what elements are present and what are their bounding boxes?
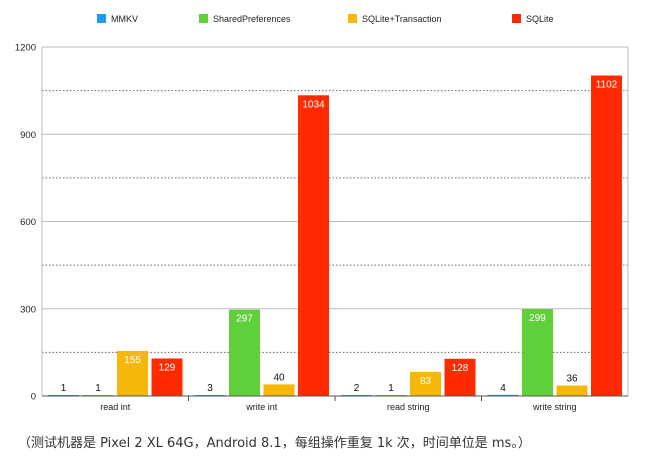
x-tick-label: write string [532, 402, 577, 412]
bar-sharedpreferences [522, 309, 553, 396]
legend-swatch [97, 14, 106, 23]
legend-label: SQLite+Transaction [362, 14, 441, 24]
legend-swatch [199, 14, 208, 23]
legend-label: SQLite [526, 14, 554, 24]
bar-value-label: 299 [529, 313, 546, 324]
x-tick-label: read int [100, 402, 131, 412]
y-axis: 0 300 600 900 1200 [15, 43, 629, 403]
bar-value-label: 155 [124, 355, 141, 366]
bar-sqlite-transaction [410, 371, 441, 396]
y-tick-label: 300 [20, 304, 36, 315]
y-tick-label: 600 [20, 217, 36, 228]
bar-value-label: 2 [354, 383, 360, 394]
bar-value-label: 4 [500, 383, 506, 394]
y-tick-label: 0 [31, 392, 36, 403]
x-axis: read int write int read string write string [42, 395, 628, 412]
chart-grid [42, 46, 628, 353]
bar-value-label: 1034 [302, 99, 325, 110]
bar-value-label: 36 [566, 374, 578, 385]
benchmark-chart: MMKV SharedPreferences SQLite+Transaction S… [15, 14, 629, 412]
bar-value-label: 1 [95, 383, 101, 394]
bar-sqlite [591, 75, 622, 397]
bar-sqlite-transaction [263, 384, 295, 396]
bar-value-label: 40 [273, 372, 285, 383]
bar-value-label: 1102 [596, 80, 618, 91]
x-tick-label: write int [245, 402, 278, 412]
bar-value-label: 3 [207, 383, 213, 394]
bar-value-label: 1 [388, 383, 394, 394]
bar-sqlite [444, 358, 476, 396]
legend-swatch [348, 14, 357, 23]
chart-legend: MMKV SharedPreferences SQLite+Transaction S… [97, 14, 554, 24]
bar-value-label: 297 [236, 314, 253, 325]
bar-value-label: 83 [420, 376, 432, 387]
bar-sqlite-transaction [556, 385, 588, 396]
bar-value-label: 1 [61, 383, 67, 394]
bar-value-label: 128 [452, 363, 469, 374]
chart-canvas: MMKV SharedPreferences SQLite+Transaction S… [15, 14, 629, 412]
bar-sqlite [298, 95, 329, 397]
legend-swatch [512, 14, 521, 23]
bar-sqlite [151, 358, 183, 396]
bar-sqlite-transaction [117, 350, 148, 396]
bar-mmkv [487, 394, 519, 396]
y-tick-label: 1200 [15, 43, 36, 54]
chart-bars: 1 1 155 129 3 297 40 1034 2 1 83 128 4 299 36 1102 [48, 75, 622, 397]
x-tick-label: read string [387, 402, 430, 412]
legend-label: SharedPreferences [213, 14, 291, 24]
legend-label: MMKV [111, 14, 138, 24]
chart-caption: （测试机器是 Pixel 2 XL 64G，Android 8.1，每组操作重复… [18, 436, 531, 451]
y-tick-label: 900 [20, 130, 36, 141]
bar-value-label: 129 [159, 362, 176, 373]
bar-sharedpreferences [229, 309, 260, 396]
